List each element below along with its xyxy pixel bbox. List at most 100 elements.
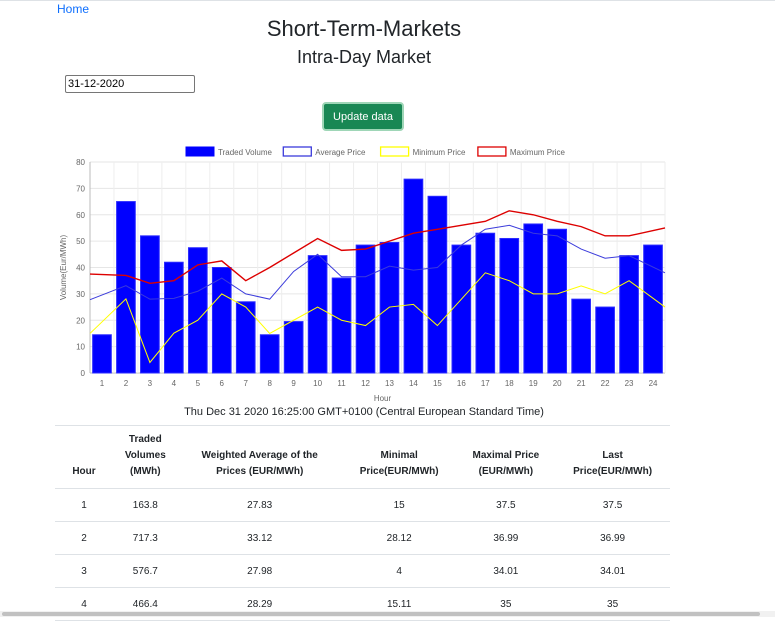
volume-bar <box>379 241 400 374</box>
volume-bar <box>331 277 352 374</box>
x-tick-label: 23 <box>625 379 634 388</box>
x-tick-label: 13 <box>385 379 394 388</box>
cell-last-price: 37.5 <box>555 488 670 522</box>
volume-bar <box>499 237 520 374</box>
cell-minimal-price: 28.12 <box>341 521 457 555</box>
y-tick-label: 60 <box>76 211 85 220</box>
cell-volume: 576.7 <box>113 554 178 588</box>
header-line: Traded <box>128 434 162 445</box>
x-tick-label: 15 <box>433 379 442 388</box>
header-line: Price(EUR/MWh) <box>573 466 653 477</box>
x-tick-label: 19 <box>529 379 538 388</box>
x-tick-label: 11 <box>337 379 346 388</box>
x-tick-label: 9 <box>291 379 296 388</box>
cell-hour: 2 <box>55 521 113 555</box>
legend-label: Minimum Price <box>413 148 466 157</box>
y-tick-label: 30 <box>76 290 85 299</box>
volume-bar <box>403 178 424 374</box>
horizontal-scrollbar[interactable] <box>0 611 775 617</box>
volume-bar <box>283 321 304 374</box>
x-tick-label: 20 <box>553 379 562 388</box>
x-tick-label: 24 <box>649 379 658 388</box>
volume-bar <box>595 306 615 374</box>
cell-hour: 3 <box>55 554 113 588</box>
y-tick-label: 20 <box>76 316 85 325</box>
volume-bar <box>451 244 472 374</box>
y-tick-label: 80 <box>76 158 85 167</box>
table-header-row: Hour Traded Volumes (MWh) Weighted Avera… <box>55 425 670 489</box>
x-tick-label: 1 <box>100 379 105 388</box>
home-link[interactable]: Home <box>57 2 90 16</box>
cell-volume: 163.8 <box>113 488 178 522</box>
header-line: Prices (EUR/MWh) <box>216 466 304 477</box>
x-tick-label: 8 <box>267 379 272 388</box>
cell-last-price: 34.01 <box>555 554 670 588</box>
header-last-price: Last Price(EUR/MWh) <box>555 425 670 489</box>
volume-bar <box>259 334 280 374</box>
header-minimal-price: Minimal Price(EUR/MWh) <box>341 425 457 489</box>
x-tick-label: 17 <box>481 379 490 388</box>
x-tick-label: 21 <box>577 379 586 388</box>
volume-bar <box>619 255 639 374</box>
volume-bar <box>307 255 328 374</box>
cell-average-price: 27.83 <box>177 488 342 522</box>
header-line: Price(EUR/MWh) <box>359 466 439 477</box>
header-line: Minimal <box>380 450 418 461</box>
table-row: 3 576.7 27.98 4 34.01 34.01 <box>55 554 670 588</box>
cell-maximal-price: 34.01 <box>456 554 556 588</box>
x-tick-label: 5 <box>196 379 201 388</box>
header-line: (EUR/MWh) <box>478 466 534 477</box>
y-tick-label: 0 <box>81 369 86 378</box>
top-border <box>0 0 775 1</box>
x-tick-label: 3 <box>148 379 153 388</box>
header-volume: Traded Volumes (MWh) <box>113 425 178 489</box>
x-tick-label: 7 <box>244 379 249 388</box>
legend-swatch <box>282 146 312 157</box>
y-tick-label: 40 <box>76 264 85 273</box>
cell-minimal-price: 4 <box>341 554 457 588</box>
cell-hour: 1 <box>55 488 113 522</box>
y-tick-label: 70 <box>76 184 85 193</box>
volume-bar <box>164 261 184 374</box>
legend-label: Maximum Price <box>510 148 566 157</box>
cell-last-price: 36.99 <box>555 521 670 555</box>
timestamp: Thu Dec 31 2020 16:25:00 GMT+0100 (Centr… <box>184 406 544 418</box>
volume-bar <box>92 334 112 374</box>
header-line: Last <box>602 450 623 461</box>
cell-average-price: 33.12 <box>177 521 342 555</box>
header-hour-label: Hour <box>72 466 96 477</box>
x-tick-label: 22 <box>601 379 610 388</box>
series-line-average-price <box>89 224 666 301</box>
volume-bar <box>235 301 256 374</box>
volume-bar <box>643 244 663 374</box>
header-line: Weighted Average of the <box>201 450 318 461</box>
cell-average-price: 27.98 <box>177 554 342 588</box>
series-line-maximum-price <box>89 210 666 285</box>
x-tick-label: 18 <box>505 379 514 388</box>
volume-bar <box>355 244 376 374</box>
date-input[interactable] <box>65 75 195 93</box>
market-table: Hour Traded Volumes (MWh) Weighted Avera… <box>55 425 670 621</box>
x-tick-label: 2 <box>124 379 129 388</box>
volume-bar <box>140 235 160 374</box>
x-tick-label: 14 <box>409 379 418 388</box>
volume-bar <box>547 228 568 374</box>
x-axis-label: Hour <box>374 394 392 403</box>
volume-bar <box>211 267 232 374</box>
x-tick-label: 12 <box>361 379 370 388</box>
volume-bar <box>187 247 208 374</box>
update-data-button[interactable]: Update data <box>322 102 404 131</box>
header-average-price: Weighted Average of the Prices (EUR/MWh) <box>177 425 342 489</box>
y-axis-label: Volume(Eur/MWh) <box>59 234 68 300</box>
legend-swatch <box>185 146 215 157</box>
scrollbar-thumb[interactable] <box>2 612 760 616</box>
legend-label: Traded Volume <box>218 148 273 157</box>
volume-bar <box>116 201 136 374</box>
x-tick-label: 16 <box>457 379 466 388</box>
cell-minimal-price: 15 <box>341 488 457 522</box>
x-tick-label: 10 <box>313 379 322 388</box>
header-line: (MWh) <box>130 466 161 477</box>
cell-maximal-price: 36.99 <box>456 521 556 555</box>
volume-bar <box>475 232 496 374</box>
x-tick-label: 4 <box>172 379 177 388</box>
